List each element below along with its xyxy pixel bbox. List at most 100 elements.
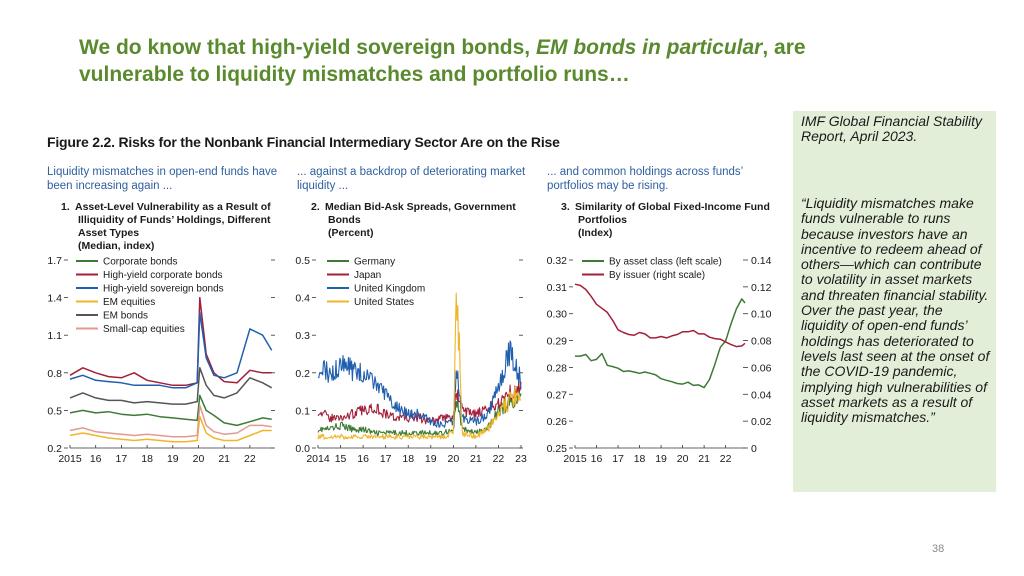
- y-tick-label: 0.8: [47, 368, 62, 380]
- x-tick-label: 22: [244, 453, 256, 465]
- legend-label: EM bonds: [103, 311, 148, 322]
- panel2-title-line: Median Bid-Ask Spreads, Government: [325, 201, 516, 213]
- slide-title-part1: We do know that high-yield sovereign bon…: [79, 36, 536, 59]
- y-tick-label: 0.5: [47, 405, 62, 417]
- panel2-subtitle: ... against a backdrop of deteriorating …: [297, 166, 526, 192]
- legend-label: EM equities: [103, 297, 155, 308]
- y-tick-label: 0.31: [547, 282, 568, 294]
- y-tick-label-right: 0.02: [751, 416, 772, 428]
- slide-title-emphasis: EM bonds in particular: [535, 36, 763, 59]
- series-line: [317, 380, 522, 425]
- panel2-heading: 2. Median Bid-Ask Spreads, Government Bon…: [311, 201, 531, 240]
- panel1-title-line: Asset Types: [78, 227, 140, 239]
- series-line: [69, 404, 272, 438]
- x-tick-label: 18: [634, 453, 646, 465]
- sidebar-panel: [793, 111, 996, 492]
- legend-label: Small-cap equities: [103, 324, 185, 335]
- y-tick-label: 1.7: [47, 255, 62, 267]
- series-line: [317, 292, 522, 440]
- y-tick-label: 0.32: [547, 255, 568, 267]
- legend-label: Corporate bonds: [103, 257, 178, 268]
- y-tick-label: 0.3: [295, 330, 310, 342]
- legend-label: High-yield sovereign bonds: [103, 284, 224, 295]
- y-tick-label: 0.5: [295, 255, 310, 267]
- y-tick-label-right: 0.04: [751, 389, 772, 401]
- x-tick-label: 16: [357, 453, 369, 465]
- panel2-title-line: Bonds: [328, 214, 361, 226]
- x-tick-label: 18: [141, 453, 153, 465]
- x-tick-label: 23: [515, 453, 527, 465]
- y-tick-label: 0.27: [547, 389, 568, 401]
- x-tick-label: 17: [116, 453, 128, 465]
- panel3-title-line: Portfolios: [578, 214, 627, 226]
- x-tick-label: 15: [335, 453, 347, 465]
- x-tick-label: 20: [447, 453, 459, 465]
- panel1-title-line: (Median, index): [78, 240, 155, 252]
- panel2-title-line: (Percent): [328, 227, 374, 239]
- y-tick-label-right: 0: [751, 443, 757, 455]
- sidebar-quote: “Liquidity mismatches make funds vulnera…: [801, 195, 990, 426]
- x-tick-label: 16: [90, 453, 102, 465]
- panel1-subtitle: Liquidity mismatches in open-end funds h…: [47, 166, 278, 192]
- series-line: [69, 367, 273, 405]
- y-tick-label: 0.25: [547, 443, 568, 455]
- x-tick-label: 2014: [306, 453, 330, 465]
- x-tick-label: 19: [167, 453, 179, 465]
- legend-label: Japan: [354, 270, 381, 281]
- panel1-number: 1.: [61, 201, 70, 213]
- x-tick-label: 18: [402, 453, 414, 465]
- page-number: 38: [932, 543, 945, 555]
- x-tick-label: 20: [677, 453, 689, 465]
- x-tick-label: 2015: [58, 453, 82, 465]
- slide-title-part2: , are vulnerable to liquidity mismatches…: [79, 36, 806, 86]
- x-tick-label: 19: [655, 453, 667, 465]
- figure-title: Figure 2.2. Risks for the Nonbank Financ…: [47, 134, 560, 150]
- x-tick-label: 17: [612, 453, 624, 465]
- x-tick-label: 22: [720, 453, 732, 465]
- panel3-subtitle: ... and common holdings across funds’ po…: [547, 166, 743, 192]
- x-tick-label: 16: [591, 453, 603, 465]
- y-tick-label: 0.2: [47, 443, 62, 455]
- sidebar-source: IMF Global Financial Stability Report, A…: [801, 113, 983, 144]
- panel1-title-line: Illiquidity of Funds’ Holdings, Differen…: [78, 214, 271, 226]
- series-line: [575, 298, 746, 389]
- series-line: [69, 415, 272, 443]
- series-line: [317, 389, 522, 437]
- panel1-title-line: Asset-Level Vulnerability as a Result of: [75, 201, 271, 213]
- x-tick-label: 21: [470, 453, 482, 465]
- panel3-heading: 3. Similarity of Global Fixed-Income Fund…: [561, 201, 781, 240]
- x-tick-label: 21: [218, 453, 230, 465]
- panel3-title-line: (Index): [578, 227, 613, 239]
- x-tick-label: 22: [493, 453, 505, 465]
- series-line: [574, 283, 746, 348]
- slide-title: We do know that high-yield sovereign bon…: [79, 34, 879, 88]
- y-tick-label: 0.30: [547, 309, 568, 321]
- x-tick-label: 20: [193, 453, 205, 465]
- y-tick-label: 0.29: [547, 336, 568, 348]
- y-tick-label: 0.26: [547, 416, 568, 428]
- panel2-number: 2.: [311, 201, 320, 213]
- series-line: [69, 394, 272, 427]
- y-tick-label-right: 0.10: [751, 309, 772, 321]
- series-line: [69, 311, 273, 389]
- legend-label: Germany: [354, 257, 395, 268]
- y-tick-label: 0.28: [547, 362, 568, 374]
- y-tick-label-right: 0.08: [751, 336, 772, 348]
- x-tick-label: 21: [698, 453, 710, 465]
- y-tick-label: 0.4: [295, 293, 310, 305]
- y-tick-label: 0.0: [295, 443, 310, 455]
- panel3-number: 3.: [561, 201, 570, 213]
- panel1-heading: 1. Asset-Level Vulnerability as a Result …: [61, 201, 281, 253]
- x-tick-label: 17: [380, 453, 392, 465]
- legend-label: High-yield corporate bonds: [103, 270, 223, 281]
- legend-label: By issuer (right scale): [609, 270, 705, 281]
- legend-label: By asset class (left scale): [609, 257, 722, 268]
- x-tick-label: 19: [425, 453, 437, 465]
- y-tick-label-right: 0.12: [751, 282, 772, 294]
- series-line: [318, 340, 522, 428]
- y-tick-label-right: 0.14: [751, 255, 772, 267]
- legend-label: United Kingdom: [354, 284, 425, 295]
- legend-label: United States: [354, 297, 414, 308]
